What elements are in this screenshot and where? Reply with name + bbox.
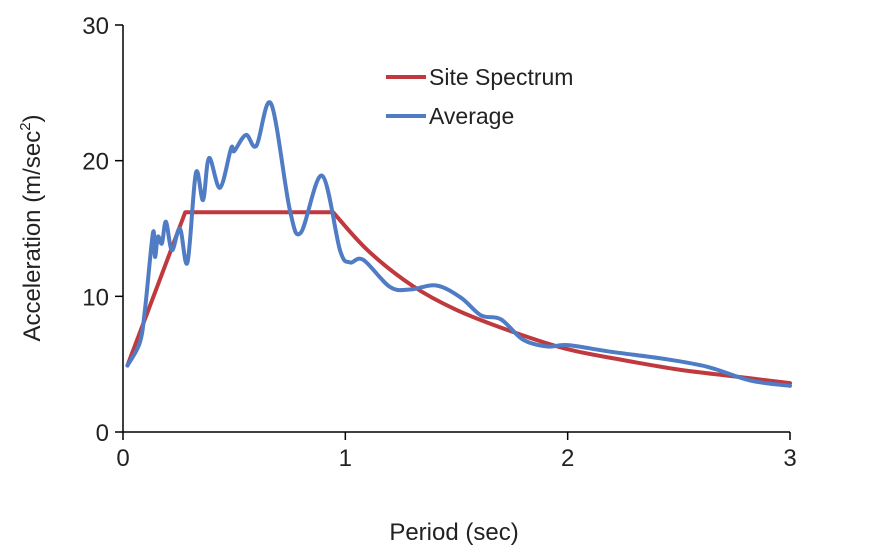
axes bbox=[122, 25, 790, 433]
x-axis-label: Period (sec) bbox=[389, 519, 518, 546]
series-line-average bbox=[125, 100, 792, 388]
legend-label: Site Spectrum bbox=[429, 64, 573, 90]
x-tick-label: 0 bbox=[116, 445, 129, 472]
y-tick-label: 20 bbox=[82, 149, 109, 176]
y-axis-label: Acceleration (m/sec2) bbox=[17, 114, 46, 341]
y-tick-label: 30 bbox=[82, 13, 109, 40]
series-lines bbox=[125, 100, 792, 388]
x-tick-label: 1 bbox=[339, 445, 352, 472]
legend-label: Average bbox=[429, 103, 514, 129]
series-line-site-spectrum bbox=[125, 210, 792, 386]
x-tick-label: 3 bbox=[783, 445, 796, 472]
y-tick-label: 10 bbox=[82, 284, 109, 311]
x-tick-label: 2 bbox=[561, 445, 574, 472]
y-tick-label: 0 bbox=[96, 420, 109, 447]
legend: Site Spectrum Average bbox=[386, 64, 573, 129]
